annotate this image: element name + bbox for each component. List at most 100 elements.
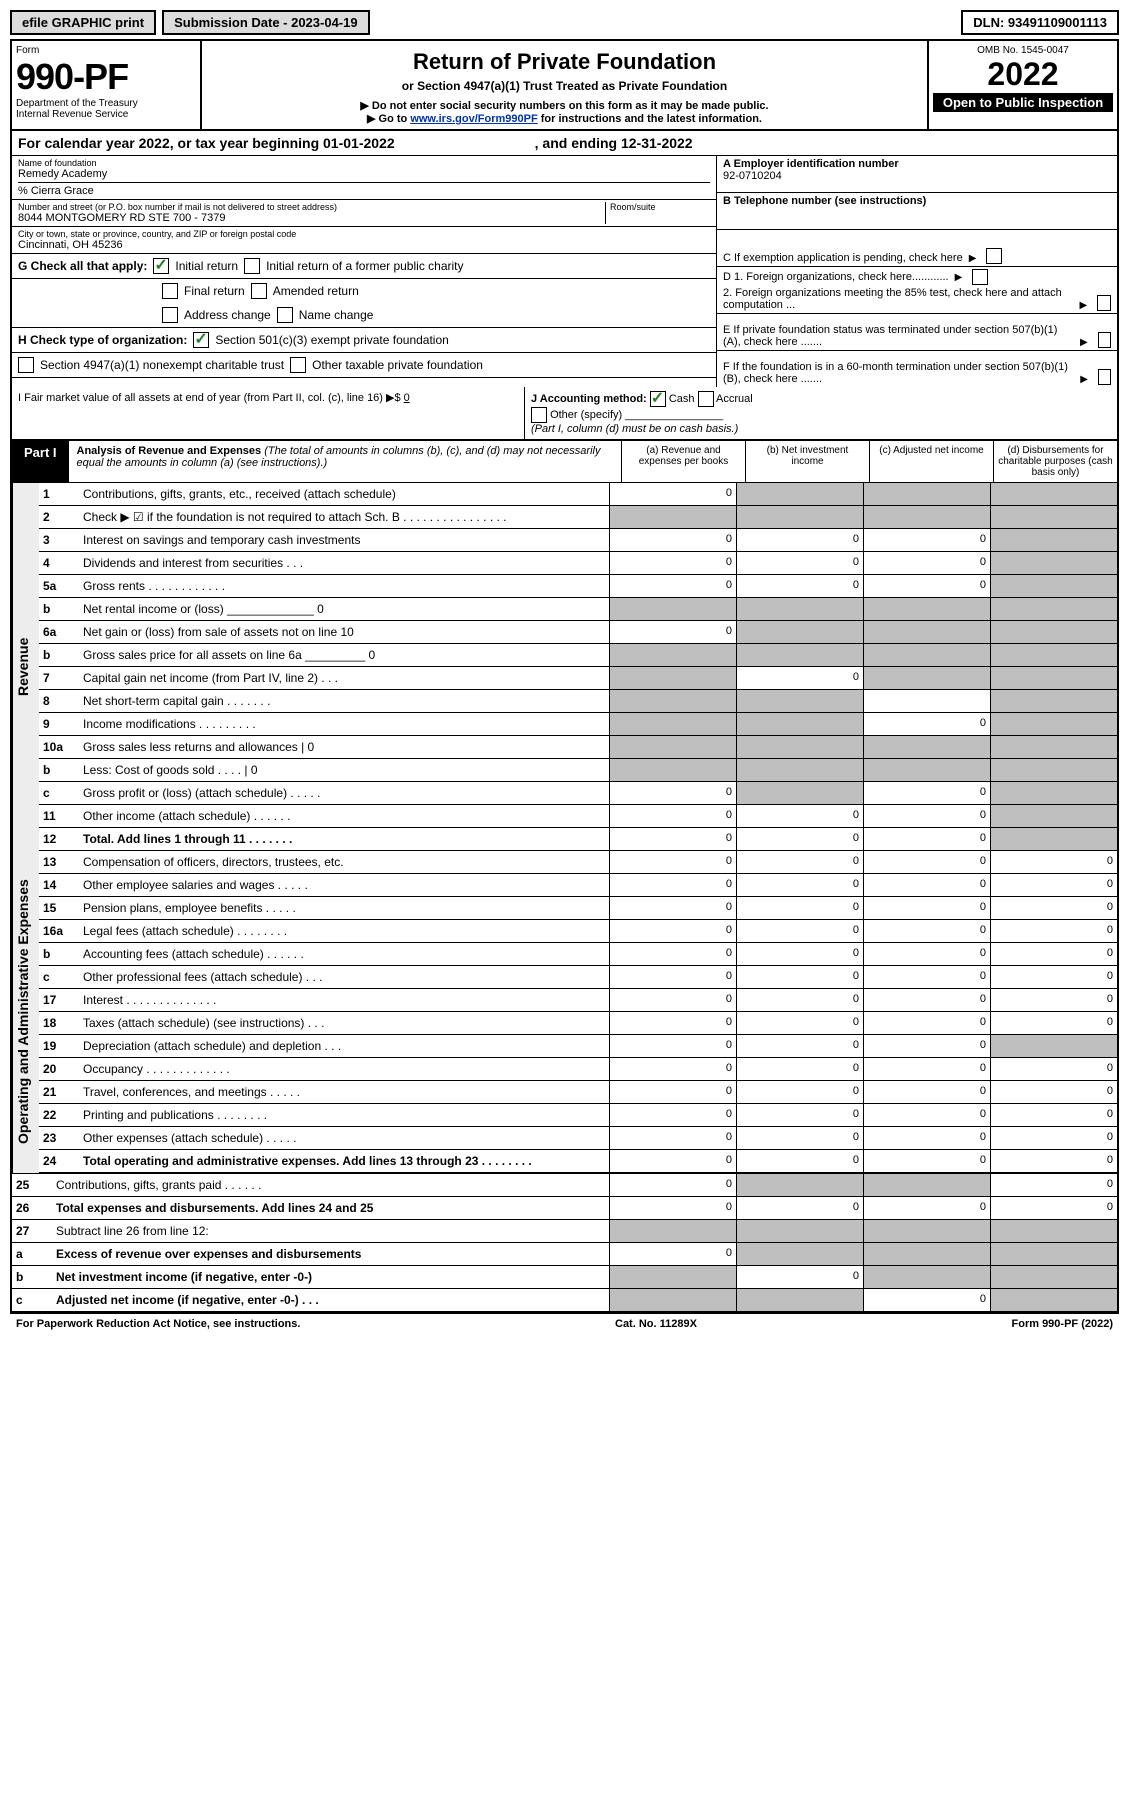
line-description: Occupancy . . . . . . . . . . . . . [79,1058,609,1080]
data-cell-c [863,483,990,505]
f-checkbox[interactable] [1098,369,1111,385]
line-number: 24 [39,1150,79,1172]
data-cell-b [736,621,863,643]
line-description: Net short-term capital gain . . . . . . … [79,690,609,712]
line-number: 14 [39,874,79,896]
data-cell-a: 0 [609,1081,736,1103]
line-description: Check ▶ ☑ if the foundation is not requi… [79,506,609,528]
amended-return-checkbox[interactable] [251,283,267,299]
name-change-checkbox[interactable] [277,307,293,323]
data-cell-c: 0 [863,575,990,597]
501c3-checkbox[interactable] [193,332,209,348]
data-cell-d [990,713,1117,735]
data-cell-b: 0 [736,1012,863,1034]
j-label: J Accounting method: [531,393,647,405]
accrual-checkbox[interactable] [698,391,714,407]
data-cell-a [609,736,736,758]
h-check-row2: Section 4947(a)(1) nonexempt charitable … [12,353,716,378]
data-cell-a: 0 [609,1150,736,1172]
data-cell-b: 0 [736,1058,863,1080]
expenses-side-label: Operating and Administrative Expenses [12,851,39,1173]
d1-checkbox[interactable] [972,269,988,285]
e-checkbox[interactable] [1098,332,1111,348]
line-description: Gross sales less returns and allowances … [79,736,609,758]
table-row: 17Interest . . . . . . . . . . . . . .00… [39,989,1117,1012]
data-cell-c: 0 [863,1150,990,1172]
j-cash: Cash [669,393,695,405]
line-description: Gross rents . . . . . . . . . . . . [79,575,609,597]
efile-print-button[interactable]: efile GRAPHIC print [10,10,156,35]
line-number: 17 [39,989,79,1011]
table-row: bGross sales price for all assets on lin… [39,644,1117,667]
part1-title: Analysis of Revenue and Expenses [77,445,262,457]
revenue-rows: 1Contributions, gifts, grants, etc., rec… [39,483,1117,851]
name-label: Name of foundation [18,158,710,168]
dln-label: DLN: 93491109001113 [961,10,1119,35]
initial-former-checkbox[interactable] [244,258,260,274]
data-cell-b: 0 [736,1266,863,1288]
data-cell-b [736,782,863,804]
form-year: 2022 [933,56,1113,93]
data-cell-d [990,598,1117,620]
4947a1-checkbox[interactable] [18,357,34,373]
part1-header-row: Part I Analysis of Revenue and Expenses … [12,440,1117,483]
data-cell-a: 0 [609,1012,736,1034]
cash-checkbox[interactable] [650,391,666,407]
data-cell-a: 0 [609,529,736,551]
data-cell-c: 0 [863,529,990,551]
revenue-side-label: Revenue [12,483,39,851]
data-cell-b [736,1174,863,1196]
form-container: Form 990-PF Department of the Treasury I… [10,39,1119,1314]
revenue-section: Revenue 1Contributions, gifts, grants, e… [12,483,1117,851]
d2-label: 2. Foreign organizations meeting the 85%… [723,287,1073,311]
g-check-row: G Check all that apply: Initial return I… [12,254,716,279]
data-cell-b: 0 [736,1127,863,1149]
data-cell-a: 0 [609,1127,736,1149]
line-description: Other professional fees (attach schedule… [79,966,609,988]
j-other: Other (specify) [550,409,622,421]
data-cell-b: 0 [736,667,863,689]
data-cell-b: 0 [736,1150,863,1172]
data-cell-a: 0 [609,575,736,597]
data-cell-b [736,506,863,528]
address-change-checkbox[interactable] [162,307,178,323]
c-checkbox[interactable] [986,248,1002,264]
line-description: Dividends and interest from securities .… [79,552,609,574]
data-cell-c: 0 [863,552,990,574]
entity-info-grid: Name of foundation Remedy Academy % Cier… [12,156,1117,387]
data-cell-c [863,621,990,643]
data-cell-b [736,483,863,505]
ein-label: A Employer identification number [723,158,899,170]
d2-checkbox[interactable] [1097,295,1111,311]
initial-return-checkbox[interactable] [153,258,169,274]
g-opt-0: Initial return [175,259,238,273]
form-header: Form 990-PF Department of the Treasury I… [12,41,1117,131]
data-cell-c [863,1266,990,1288]
final-rows: 25Contributions, gifts, grants paid . . … [12,1173,1117,1312]
other-taxable-checkbox[interactable] [290,357,306,373]
irs-link[interactable]: www.irs.gov/Form990PF [410,113,537,125]
data-cell-c: 0 [863,828,990,850]
data-cell-d: 0 [990,1012,1117,1034]
table-row: 14Other employee salaries and wages . . … [39,874,1117,897]
other-method-checkbox[interactable] [531,407,547,423]
data-cell-b: 0 [736,1104,863,1126]
table-row: bNet rental income or (loss) ___________… [39,598,1117,621]
final-return-checkbox[interactable] [162,283,178,299]
ein-value: 92-0710204 [723,170,1111,182]
data-cell-a: 0 [609,621,736,643]
line-number: 3 [39,529,79,551]
table-row: 25Contributions, gifts, grants paid . . … [12,1174,1117,1197]
data-cell-d [990,1035,1117,1057]
data-cell-d [990,1220,1117,1242]
table-row: 12Total. Add lines 1 through 11 . . . . … [39,828,1117,851]
data-cell-a: 0 [609,1197,736,1219]
form-number: 990-PF [16,56,196,98]
expenses-section: Operating and Administrative Expenses 13… [12,851,1117,1173]
line-number: 22 [39,1104,79,1126]
data-cell-d [990,529,1117,551]
table-row: bLess: Cost of goods sold . . . . | 0 [39,759,1117,782]
g-check-row2: Final return Amended return [12,279,716,303]
note2-post: for instructions and the latest informat… [538,113,762,125]
city-value: Cincinnati, OH 45236 [18,239,710,251]
